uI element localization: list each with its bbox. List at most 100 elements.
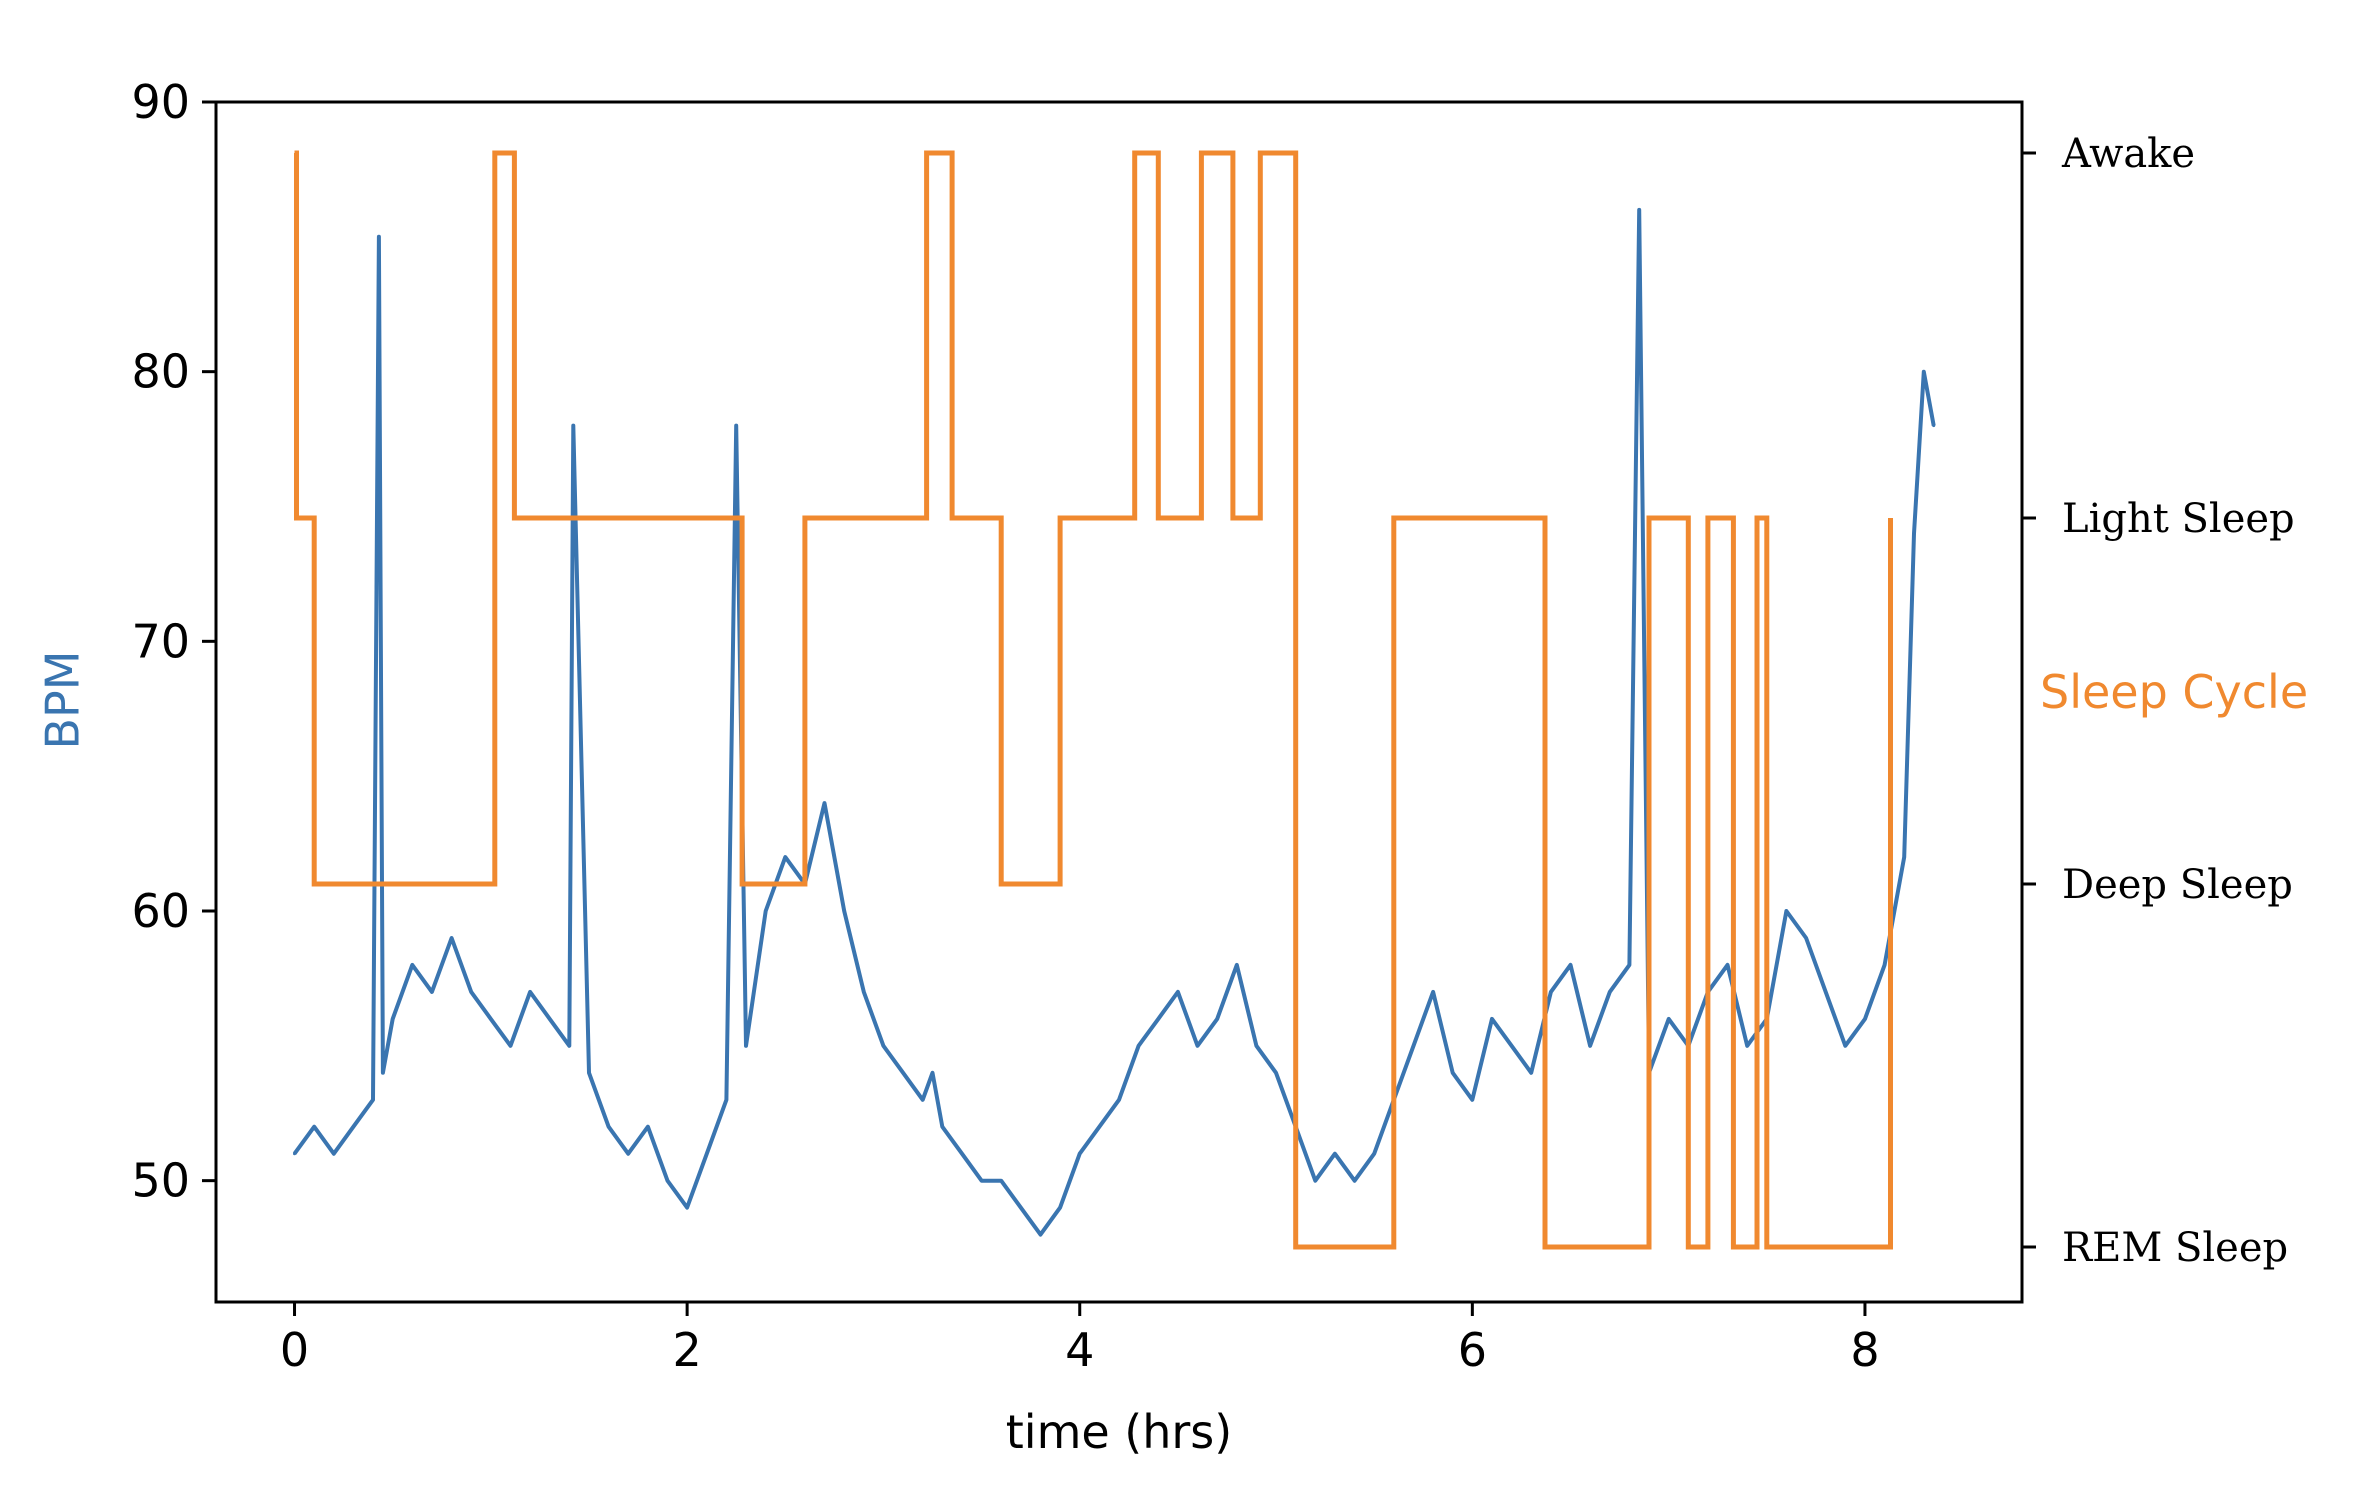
bpm-point — [1451, 1071, 1455, 1075]
bpm-point — [1097, 1125, 1101, 1129]
x-tick-label: 2 — [672, 1323, 701, 1377]
bpm-point — [607, 1125, 611, 1129]
bpm-point — [377, 235, 381, 239]
bpm-point — [744, 1044, 748, 1048]
bpm-point — [1627, 963, 1631, 967]
bpm-point — [901, 1071, 905, 1075]
bpm-point — [705, 1152, 709, 1156]
bpm-point — [293, 1152, 296, 1156]
bpm-point — [371, 1098, 375, 1102]
y-tick-label: 70 — [131, 614, 190, 668]
bpm-point — [685, 1206, 689, 1210]
bpm-point — [1196, 1044, 1199, 1048]
bpm-point — [548, 1017, 552, 1021]
bpm-point — [1019, 1206, 1023, 1210]
bpm-point — [980, 1179, 984, 1183]
bpm-point — [1667, 1017, 1671, 1021]
x-tick-label: 0 — [280, 1323, 309, 1377]
bpm-point — [940, 1125, 944, 1129]
bpm-point — [1726, 963, 1729, 967]
y-tick-label: 90 — [131, 75, 190, 129]
y2-tick-label: Awake — [2061, 131, 2195, 177]
bpm-point — [1902, 855, 1906, 859]
y-axis-title: BPM — [36, 651, 90, 750]
bpm-point — [724, 1098, 728, 1102]
bpm-point — [381, 1071, 385, 1075]
bpm-point — [1922, 370, 1926, 374]
bpm-point — [783, 855, 787, 859]
bpm-point — [1588, 1044, 1592, 1048]
bpm-point — [1549, 990, 1553, 994]
bpm-point — [734, 424, 738, 428]
bpm-point — [1824, 990, 1828, 994]
bpm-point — [391, 1017, 395, 1021]
bpm-point — [1843, 1044, 1847, 1048]
bpm-point — [960, 1152, 964, 1156]
bpm-point — [1490, 1017, 1494, 1021]
bpm-point — [666, 1179, 669, 1183]
bpm-point — [646, 1125, 650, 1129]
bpm-point — [1412, 1044, 1415, 1048]
bpm-point — [1431, 990, 1435, 994]
bpm-point — [881, 1044, 885, 1048]
bpm-point — [1333, 1152, 1337, 1156]
bpm-point — [1372, 1152, 1376, 1156]
bpm-point — [1313, 1179, 1317, 1183]
x-tick-label: 4 — [1065, 1323, 1094, 1377]
bpm-point — [1274, 1071, 1278, 1075]
y-tick-label: 60 — [131, 884, 190, 938]
bpm-point — [410, 963, 414, 967]
bpm-point — [1804, 936, 1808, 940]
bpm-point — [931, 1071, 934, 1075]
bpm-point — [571, 424, 575, 428]
bpm-point — [1156, 1017, 1160, 1021]
bpm-point — [862, 990, 866, 994]
bpm-point — [1254, 1044, 1258, 1048]
bpm-point — [1058, 1206, 1062, 1210]
series-line-bpm — [292, 207, 1936, 1237]
bpm-point — [1784, 909, 1788, 913]
bpm-point — [567, 1044, 571, 1048]
bpm-point — [587, 1071, 591, 1075]
y-tick-label: 50 — [131, 1154, 190, 1208]
bpm-point — [764, 909, 768, 913]
bpm-point — [1235, 963, 1239, 967]
bpm-point — [351, 1125, 355, 1129]
plot-frame — [214, 100, 2024, 1304]
bpm-point — [1912, 532, 1916, 535]
bpm-point — [1883, 963, 1887, 967]
y2-tick-label: REM Sleep — [2062, 1225, 2288, 1271]
bpm-point — [450, 936, 454, 940]
bpm-point — [1039, 1233, 1042, 1237]
bpm-point — [1215, 1017, 1219, 1021]
series-line-sleep-cycle — [294, 150, 1893, 1250]
bpm-point — [1529, 1071, 1533, 1075]
bpm-point — [1510, 1044, 1514, 1048]
plot-series — [292, 150, 1936, 1250]
bpm-point — [312, 1125, 316, 1129]
bpm-point — [999, 1179, 1003, 1183]
bpm-point — [921, 1098, 925, 1102]
bpm-point — [332, 1152, 336, 1156]
x-tick-label: 8 — [1850, 1323, 1879, 1377]
bpm-point — [528, 990, 532, 994]
bpm-point — [1176, 990, 1180, 994]
y2-tick-label: Light Sleep — [2062, 496, 2295, 542]
bpm-point — [1569, 963, 1572, 967]
y-tick-label: 80 — [131, 345, 190, 399]
bpm-point — [842, 909, 846, 913]
bpm-point — [1353, 1179, 1357, 1183]
bpm-point — [1637, 208, 1641, 212]
bpm-point — [1470, 1098, 1474, 1102]
bpm-point — [489, 1017, 493, 1021]
bpm-point — [1863, 1017, 1867, 1021]
y2-tick-label: Deep Sleep — [2062, 862, 2293, 908]
x-tick-label: 6 — [1458, 1323, 1487, 1377]
bpm-point — [1608, 990, 1612, 994]
bpm-point — [430, 990, 434, 994]
bpm-point — [823, 801, 826, 805]
axes: 0 2 4 6 8 50 60 70 80 90 REM Sleep Deep Sleep Light … — [131, 75, 2294, 1377]
bpm-point — [626, 1152, 630, 1156]
